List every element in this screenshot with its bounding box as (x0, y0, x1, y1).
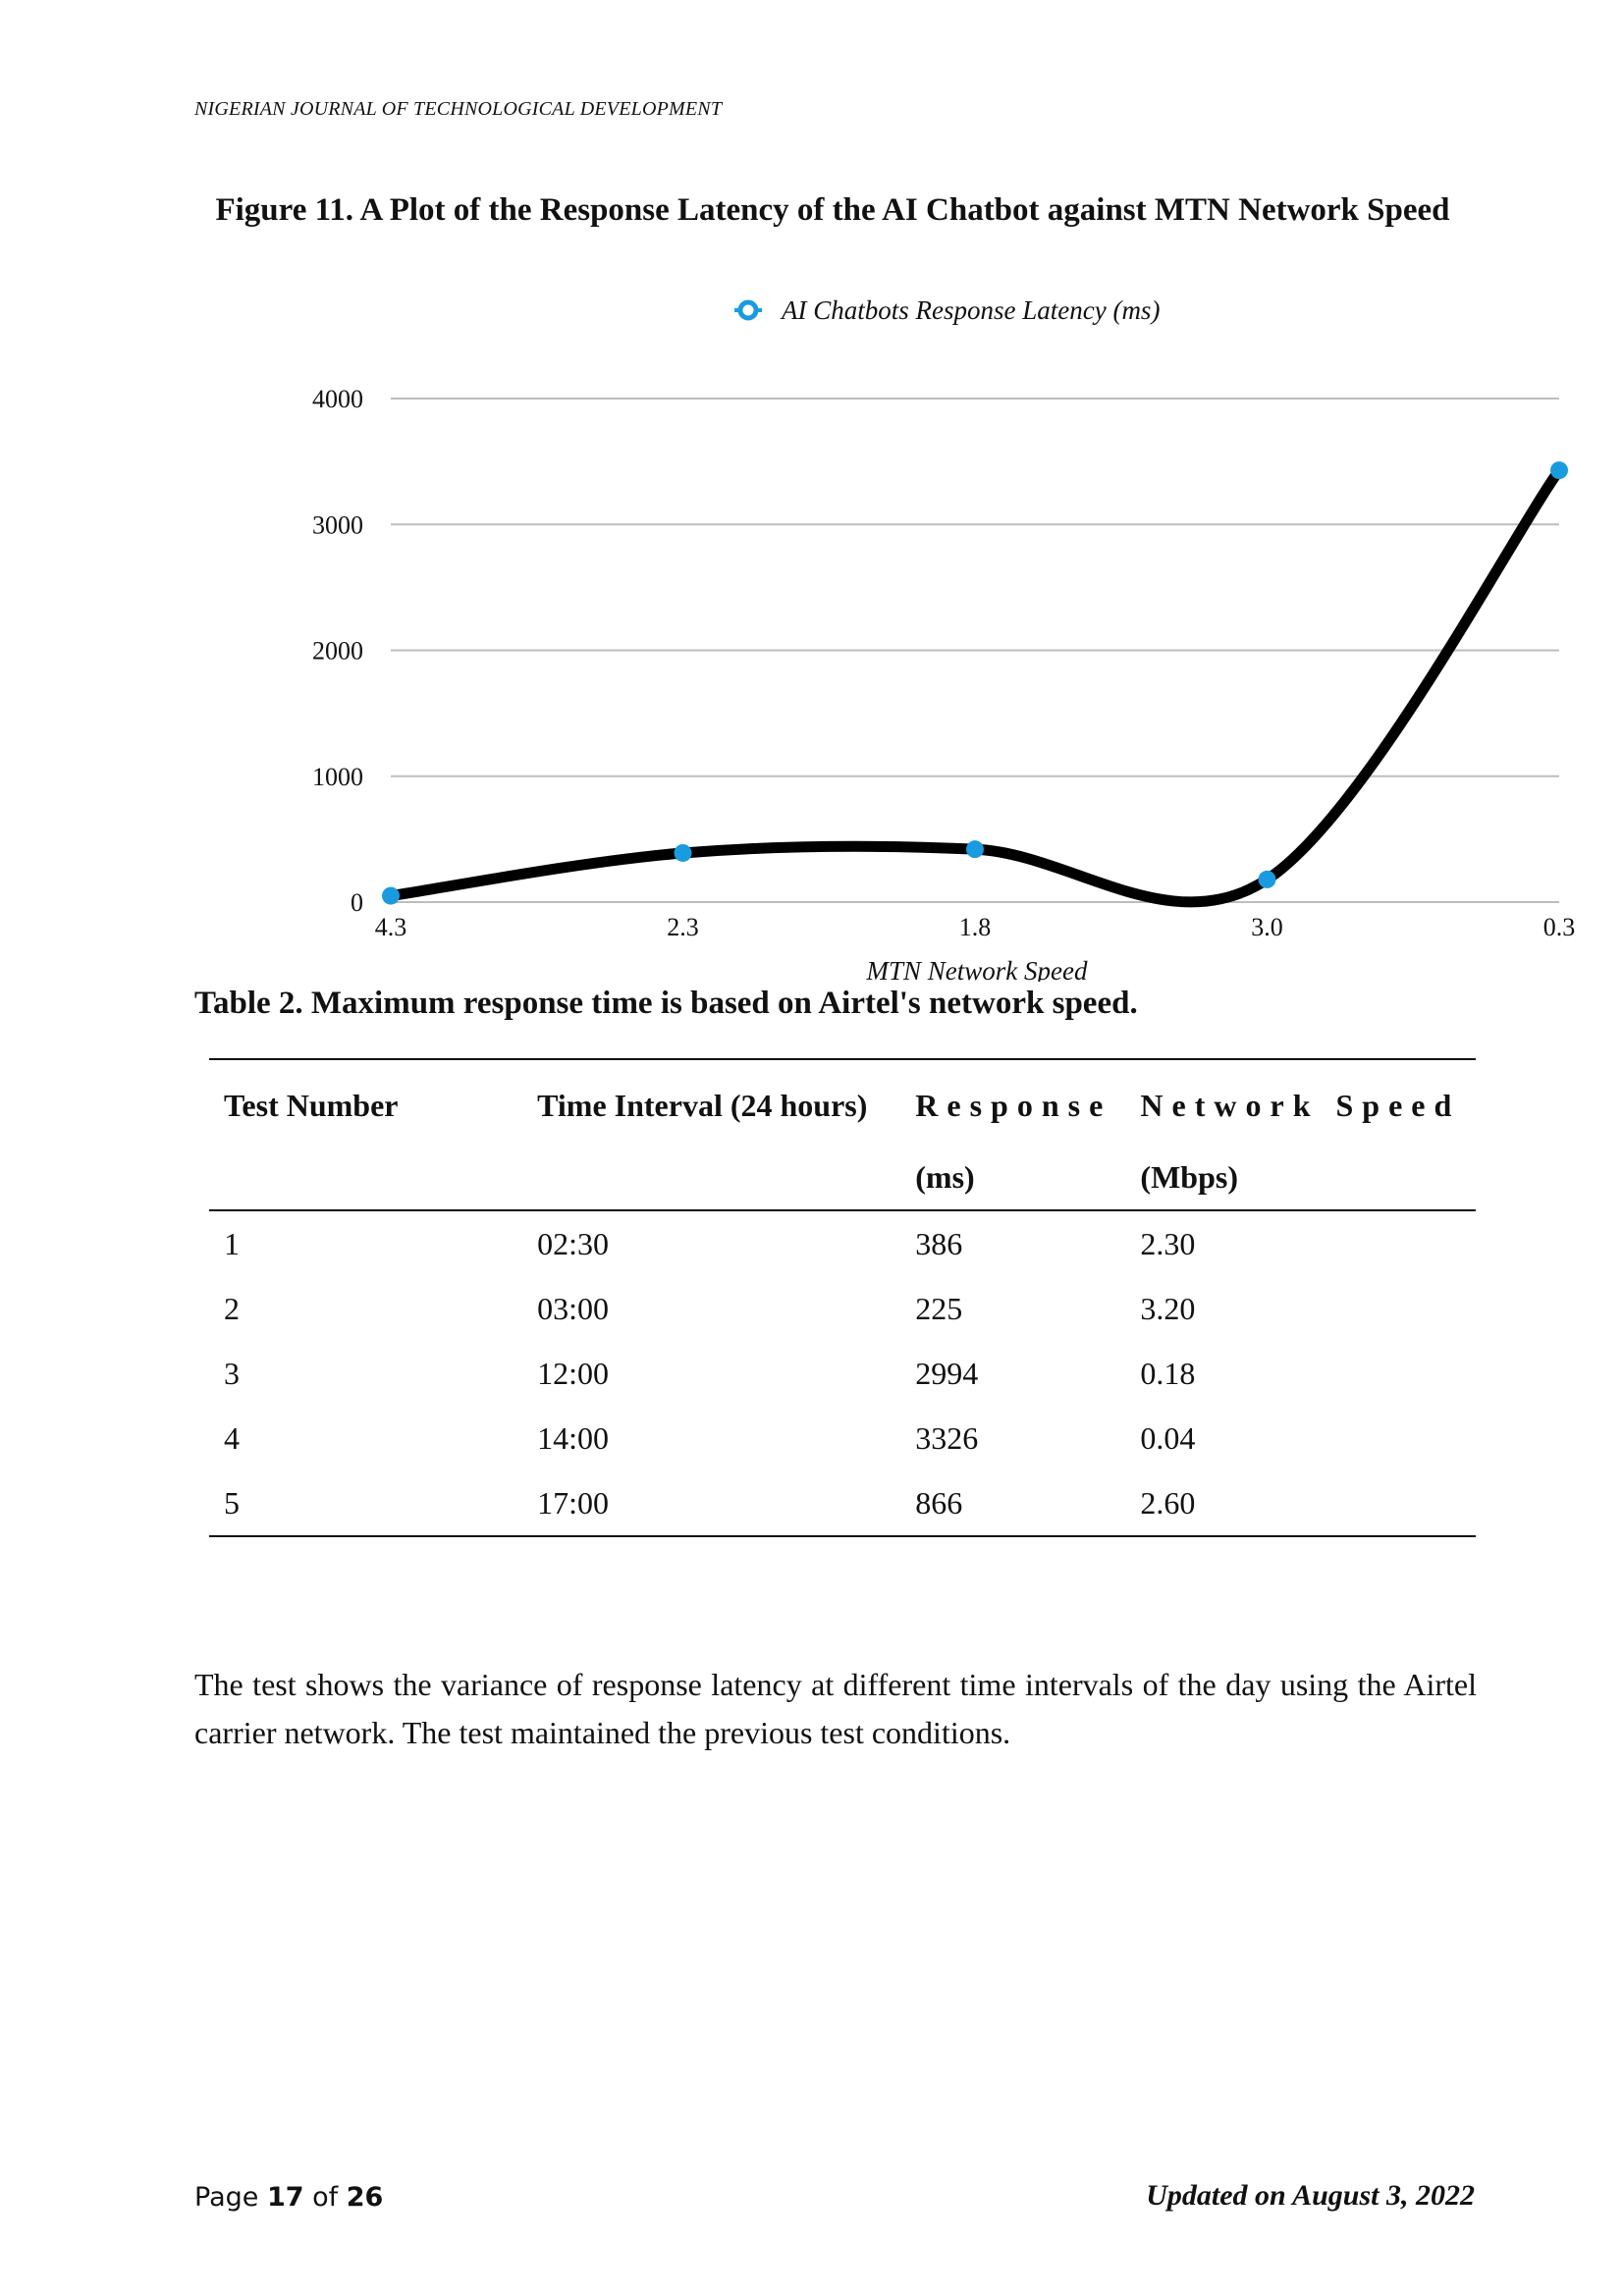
x-tick-label: 1.8 (959, 913, 992, 941)
cell-test-number: 4 (224, 1419, 240, 1456)
page-of: of (312, 2182, 339, 2213)
cell-network-speed: 0.04 (1140, 1419, 1196, 1456)
cell-time-interval: 14:00 (537, 1419, 610, 1456)
y-tick-label: 3000 (312, 510, 363, 539)
table-row: 4 14:00 3326 0.04 (209, 1406, 1476, 1470)
table-row: 1 02:30 386 2.30 (209, 1210, 1476, 1276)
x-tick-label: 3.0 (1251, 913, 1283, 941)
body-paragraph: The test shows the variance of response … (194, 1667, 1477, 1750)
table-header-row: Test Number Time Interval (24 hours) Res… (209, 1059, 1476, 1145)
header-network-speed: Network Speed (1140, 1087, 1461, 1123)
header-network-speed-unit: (Mbps) (1140, 1158, 1238, 1195)
data-point (966, 840, 984, 859)
cell-time-interval: 03:00 (537, 1290, 610, 1326)
series-line (385, 464, 1565, 908)
chart-gridlines (391, 398, 1559, 903)
page-total: 26 (346, 2182, 384, 2213)
table-body: 1 02:30 386 2.30 2 03:00 225 3.20 3 12:00 2994 0.18… (209, 1210, 1476, 1536)
legend-marker-icon (737, 299, 759, 321)
data-point (1550, 461, 1568, 480)
page-number: Page 17 of 26 (194, 2182, 383, 2213)
cell-network-speed: 0.18 (1140, 1355, 1196, 1391)
series-points (382, 461, 1568, 905)
table-header-units-row: (ms) (Mbps) (209, 1145, 1476, 1210)
cell-time-interval: 12:00 (537, 1355, 610, 1391)
header-response-unit: (ms) (915, 1158, 975, 1195)
x-axis-ticks: 4.3 2.3 1.8 3.0 0.3 (375, 913, 1576, 941)
x-tick-label: 4.3 (375, 913, 407, 941)
cell-response: 225 (915, 1290, 963, 1326)
cell-response: 2994 (915, 1355, 979, 1391)
cell-test-number: 5 (224, 1484, 240, 1521)
cell-response: 866 (915, 1484, 963, 1521)
cell-time-interval: 02:30 (537, 1225, 610, 1261)
header-time-interval-unit (537, 1145, 915, 1210)
x-axis-title: MTN Network Speed (866, 956, 1088, 982)
journal-header: NIGERIAN JOURNAL OF TECHNOLOGICAL DEVELO… (194, 98, 723, 120)
y-tick-label: 1000 (312, 763, 363, 791)
data-point (1258, 870, 1276, 888)
y-axis-ticks: 0 1000 2000 3000 4000 (312, 385, 363, 917)
figure-caption: Figure 11. A Plot of the Response Latenc… (215, 192, 1450, 228)
page-current: 17 (266, 2182, 304, 2213)
y-tick-label: 2000 (312, 637, 363, 666)
cell-test-number: 3 (224, 1355, 240, 1391)
cell-network-speed: 3.20 (1140, 1290, 1196, 1326)
y-tick-label: 0 (351, 888, 363, 917)
cell-network-speed: 2.30 (1140, 1225, 1196, 1261)
header-response: Response (915, 1087, 1112, 1123)
page-prefix: Page (194, 2182, 259, 2213)
header-test-number: Test Number (224, 1087, 399, 1123)
legend-label: AI Chatbots Response Latency (ms) (780, 295, 1160, 325)
header-time-interval: Time Interval (24 hours) (537, 1087, 868, 1123)
header-test-number-unit (209, 1145, 537, 1210)
table-caption: Table 2. Maximum response time is based … (194, 986, 1138, 1021)
data-point (382, 886, 400, 905)
y-tick-label: 4000 (312, 385, 363, 413)
data-point (674, 843, 692, 862)
chart-legend: AI Chatbots Response Latency (ms) (734, 295, 1160, 325)
table-row: 3 12:00 2994 0.18 (209, 1341, 1476, 1406)
cell-response: 3326 (915, 1419, 979, 1456)
cell-response: 386 (915, 1225, 963, 1261)
cell-test-number: 1 (224, 1225, 240, 1261)
cell-time-interval: 17:00 (537, 1484, 610, 1521)
table-row: 2 03:00 225 3.20 (209, 1276, 1476, 1341)
cell-test-number: 2 (224, 1290, 240, 1326)
x-tick-label: 2.3 (667, 913, 699, 941)
updated-note: Updated on August 3, 2022 (1146, 2179, 1475, 2212)
line-chart: AI Chatbots Response Latency (ms) 0 1000 2… (312, 295, 1576, 982)
table-row: 5 17:00 866 2.60 (209, 1470, 1476, 1536)
data-table: Test Number Time Interval (24 hours) Res… (209, 1058, 1476, 1537)
cell-network-speed: 2.60 (1140, 1484, 1196, 1521)
x-tick-label: 0.3 (1543, 913, 1576, 941)
